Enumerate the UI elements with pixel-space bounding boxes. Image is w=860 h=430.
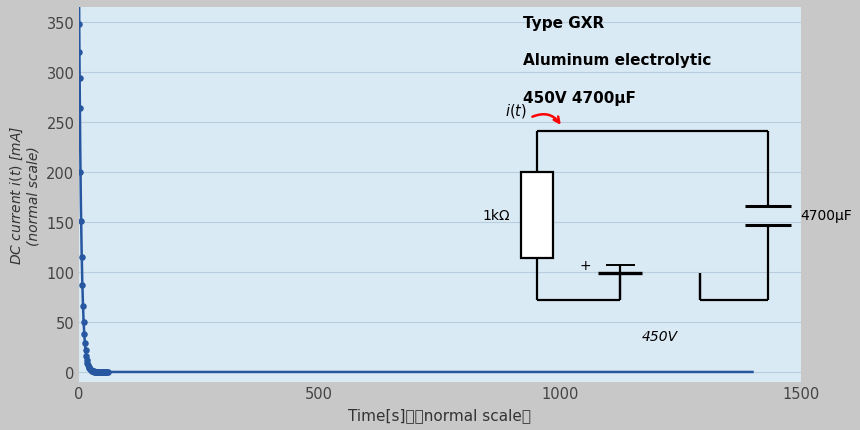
Point — [74, 169, 88, 176]
Point — [96, 369, 110, 375]
Text: 450V: 450V — [642, 330, 678, 344]
Point — [92, 369, 106, 375]
Point — [97, 369, 111, 375]
Point — [89, 369, 103, 375]
Point — [95, 369, 109, 375]
Point — [89, 369, 102, 375]
Point — [72, 49, 86, 56]
Point — [85, 367, 99, 374]
Point — [78, 340, 92, 347]
Point — [73, 76, 87, 83]
Point — [81, 362, 95, 369]
Point — [85, 368, 99, 375]
Point — [77, 331, 91, 338]
Point — [93, 369, 107, 375]
Point — [93, 369, 107, 375]
Point — [80, 356, 94, 363]
Text: 450V 4700μF: 450V 4700μF — [523, 91, 636, 105]
Point — [87, 368, 101, 375]
Text: 4700μF: 4700μF — [800, 209, 851, 223]
Point — [82, 363, 95, 370]
Text: Type GXR: Type GXR — [523, 16, 604, 31]
Text: $i(t)$: $i(t)$ — [505, 102, 526, 120]
Point — [94, 369, 108, 375]
Point — [86, 368, 100, 375]
Point — [73, 105, 87, 112]
Point — [88, 368, 101, 375]
Point — [84, 367, 98, 374]
Text: Aluminum electrolytic: Aluminum electrolytic — [523, 53, 711, 68]
Point — [81, 359, 95, 366]
Point — [100, 369, 114, 375]
Point — [83, 365, 96, 372]
Bar — [521, 173, 553, 259]
Text: 1kΩ: 1kΩ — [482, 209, 510, 223]
X-axis label: Time[s]　（normal scale）: Time[s] （normal scale） — [348, 407, 531, 422]
Point — [77, 319, 90, 326]
Point — [98, 369, 112, 375]
Point — [74, 218, 88, 224]
Point — [90, 369, 104, 375]
Point — [97, 369, 111, 375]
Point — [78, 347, 92, 354]
Point — [101, 369, 114, 375]
Point — [99, 369, 113, 375]
Text: +: + — [580, 258, 591, 273]
Point — [77, 303, 90, 310]
Point — [88, 369, 101, 375]
Y-axis label: DC current $i(t)$ [mA]
(normal scale): DC current $i(t)$ [mA] (normal scale) — [9, 126, 40, 265]
Point — [91, 369, 105, 375]
Point — [83, 366, 97, 372]
Point — [75, 254, 89, 261]
Point — [76, 282, 89, 289]
Point — [72, 21, 86, 28]
Point — [95, 369, 108, 375]
Point — [90, 369, 104, 375]
Point — [79, 352, 93, 359]
Point — [83, 366, 97, 373]
Point — [100, 369, 114, 375]
Point — [95, 369, 108, 375]
